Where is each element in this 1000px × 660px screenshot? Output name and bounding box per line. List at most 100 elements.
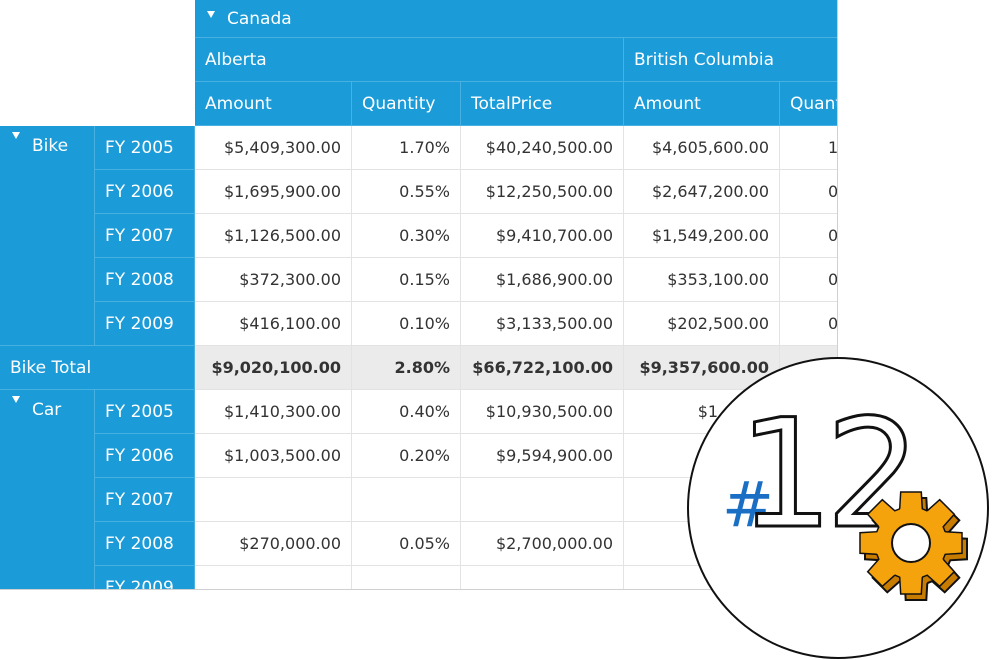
data-cell-text: 0 bbox=[828, 182, 838, 201]
total-cell-text: $9,020,100.00 bbox=[211, 358, 341, 377]
row-header: FY 2008 bbox=[95, 522, 195, 566]
row-header: FY 2006 bbox=[95, 434, 195, 478]
total-cell: 2.80% bbox=[352, 346, 461, 390]
data-cell: $10,930,500.00 bbox=[461, 390, 624, 434]
row-header-text: FY 2006 bbox=[105, 181, 174, 202]
data-cell-text: 0.55% bbox=[399, 182, 450, 201]
data-cell: $40,240,500.00 bbox=[461, 126, 624, 170]
data-cell-text: $1,686,900.00 bbox=[495, 270, 613, 289]
badge-number: 12 bbox=[738, 388, 913, 562]
measure-header: Quantity bbox=[780, 82, 837, 126]
data-cell: $3,133,500.00 bbox=[461, 302, 624, 346]
row-header-text: FY 2008 bbox=[105, 533, 174, 554]
measure-header: Amount bbox=[195, 82, 352, 126]
row-header-text: FY 2007 bbox=[105, 225, 174, 246]
data-cell-text: $353,100.00 bbox=[667, 270, 769, 289]
data-cell: 1.70% bbox=[352, 126, 461, 170]
data-cell: 0 bbox=[780, 302, 838, 346]
data-cell-text: 0.30% bbox=[399, 226, 450, 245]
data-cell: $1,126,500.00 bbox=[195, 214, 352, 258]
measure-header-text: Quantity bbox=[362, 93, 436, 114]
data-cell bbox=[195, 566, 352, 589]
row-header: FY 2005 bbox=[95, 126, 195, 170]
data-cell-text: $9,594,900.00 bbox=[495, 446, 613, 465]
data-cell-text: $202,500.00 bbox=[667, 314, 769, 333]
row-header: FY 2009 bbox=[95, 566, 195, 589]
total-cell-text: $66,722,100.00 bbox=[472, 358, 613, 377]
row-header: FY 2005 bbox=[95, 390, 195, 434]
row-group-header[interactable]: Car bbox=[0, 390, 95, 589]
data-cell: $1,686,900.00 bbox=[461, 258, 624, 302]
data-cell-text: 0 bbox=[828, 314, 838, 333]
gear-icon bbox=[859, 491, 968, 601]
data-cell: 0 bbox=[780, 214, 838, 258]
data-cell-text: $10,930,500.00 bbox=[485, 402, 613, 421]
data-cell-text: $1,126,500.00 bbox=[223, 226, 341, 245]
row-header-text: FY 2005 bbox=[105, 137, 174, 158]
data-cell: $12,250,500.00 bbox=[461, 170, 624, 214]
data-cell-text: 0 bbox=[828, 270, 838, 289]
row-header-text: FY 2007 bbox=[105, 489, 174, 510]
measure-header: TotalPrice bbox=[461, 82, 624, 126]
row-header-text: FY 2008 bbox=[105, 269, 174, 290]
data-cell: $202,500.00 bbox=[624, 302, 780, 346]
data-cell-text: 1 bbox=[828, 138, 838, 157]
data-cell-text: 0 bbox=[828, 226, 838, 245]
row-header: FY 2007 bbox=[95, 478, 195, 522]
data-cell: 0.55% bbox=[352, 170, 461, 214]
region-header-text: Alberta bbox=[205, 49, 267, 70]
row-header: FY 2007 bbox=[95, 214, 195, 258]
data-cell: $416,100.00 bbox=[195, 302, 352, 346]
data-cell: 0 bbox=[780, 170, 838, 214]
data-cell-text: 0.15% bbox=[399, 270, 450, 289]
data-cell: $1,549,200.00 bbox=[624, 214, 780, 258]
data-cell: $372,300.00 bbox=[195, 258, 352, 302]
data-cell-text: 1.70% bbox=[399, 138, 450, 157]
data-cell-text: 0.40% bbox=[399, 402, 450, 421]
row-group-header-text: Car bbox=[32, 400, 62, 420]
data-cell: $4,605,600.00 bbox=[624, 126, 780, 170]
data-cell-text: 0.10% bbox=[399, 314, 450, 333]
data-cell: $270,000.00 bbox=[195, 522, 352, 566]
data-cell: $1,003,500.00 bbox=[195, 434, 352, 478]
gear-part bbox=[891, 523, 931, 563]
total-cell-text: 2.80% bbox=[394, 358, 450, 377]
data-cell: 0.15% bbox=[352, 258, 461, 302]
data-cell-text: $1,549,200.00 bbox=[651, 226, 769, 245]
data-cell-text: $1,410,300.00 bbox=[223, 402, 341, 421]
data-cell bbox=[461, 566, 624, 589]
data-cell-text: $1,695,900.00 bbox=[223, 182, 341, 201]
data-cell bbox=[461, 478, 624, 522]
data-cell: 0.20% bbox=[352, 434, 461, 478]
country-header[interactable]: Canada bbox=[195, 0, 837, 38]
data-cell-text: $40,240,500.00 bbox=[485, 138, 613, 157]
data-cell-text: $270,000.00 bbox=[239, 534, 341, 553]
region-header: Alberta bbox=[195, 38, 624, 82]
data-cell-text: $4,605,600.00 bbox=[651, 138, 769, 157]
region-header-text: British Columbia bbox=[634, 49, 775, 70]
data-cell: 0.05% bbox=[352, 522, 461, 566]
data-cell-text: $5,409,300.00 bbox=[223, 138, 341, 157]
total-cell: $9,020,100.00 bbox=[195, 346, 352, 390]
measure-header-text: Amount bbox=[634, 93, 701, 114]
total-row-header-text: Bike Total bbox=[10, 357, 92, 378]
data-cell-text: $12,250,500.00 bbox=[485, 182, 613, 201]
row-header: FY 2006 bbox=[95, 170, 195, 214]
measure-header-text: Quantity bbox=[790, 93, 837, 114]
data-cell-text: $2,647,200.00 bbox=[651, 182, 769, 201]
data-cell: 1 bbox=[780, 126, 838, 170]
data-cell-text: $9,410,700.00 bbox=[495, 226, 613, 245]
row-header-text: FY 2005 bbox=[105, 401, 174, 422]
row-header: FY 2009 bbox=[95, 302, 195, 346]
data-cell: 0.30% bbox=[352, 214, 461, 258]
data-cell bbox=[195, 478, 352, 522]
data-cell-text: $2,700,000.00 bbox=[495, 534, 613, 553]
row-group-header[interactable]: Bike bbox=[0, 126, 95, 346]
row-header-text: FY 2009 bbox=[105, 313, 174, 334]
data-cell: $1,410,300.00 bbox=[195, 390, 352, 434]
total-cell-text: $9,357,600.00 bbox=[639, 358, 769, 377]
total-row-header: Bike Total bbox=[0, 346, 195, 390]
measure-header-text: TotalPrice bbox=[471, 93, 553, 114]
